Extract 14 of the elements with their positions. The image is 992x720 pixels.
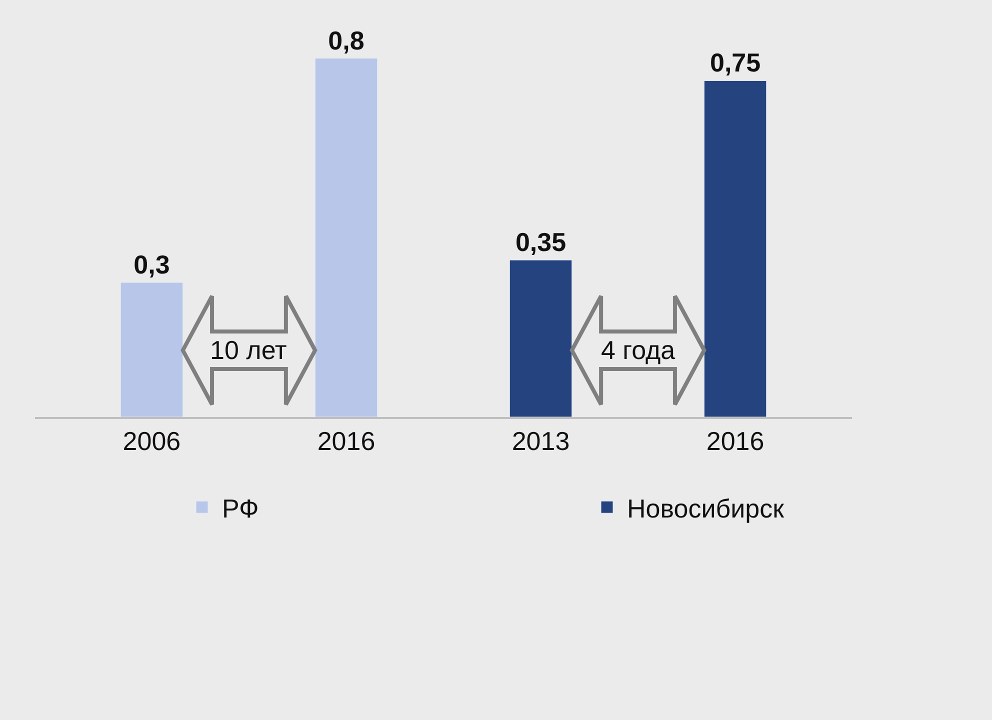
data-label: 0,8 <box>328 25 364 56</box>
annotation: 10 лет <box>210 335 287 365</box>
x-tick-label: 2013 <box>512 426 570 456</box>
legend-label: РФ <box>222 493 259 524</box>
data-label: 0,3 <box>134 249 170 280</box>
data-label: 0,35 <box>515 227 566 258</box>
legend-label: Новосибирск <box>627 493 785 524</box>
annotation: 4 года <box>601 335 676 365</box>
x-tick-label: 2016 <box>317 426 376 456</box>
data-label: 0,75 <box>710 48 761 78</box>
bar <box>704 80 767 417</box>
x-tick-label: 2006 <box>122 426 181 456</box>
bar <box>314 58 378 417</box>
x-tick-label: 2016 <box>706 426 764 456</box>
